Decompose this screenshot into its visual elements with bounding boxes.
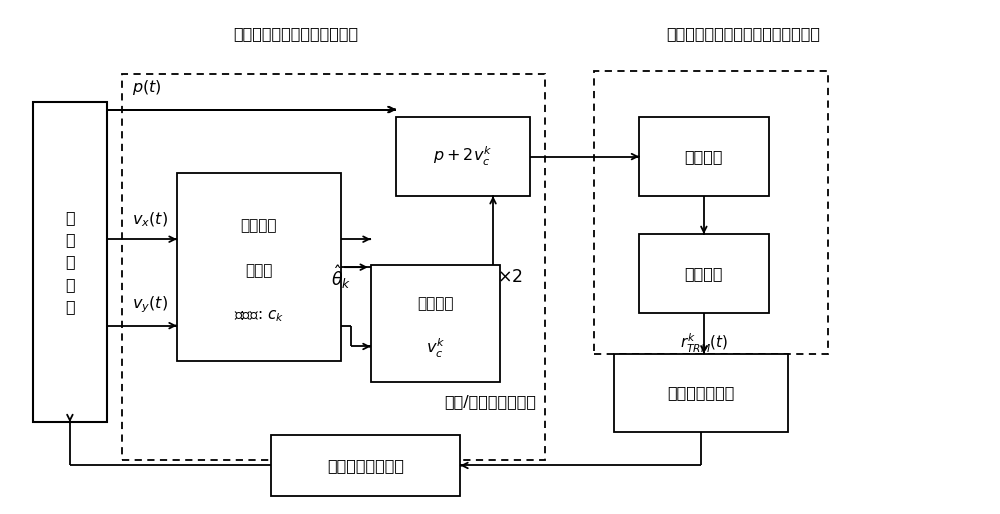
Text: 振速组合: 振速组合 xyxy=(417,296,454,311)
Bar xyxy=(371,265,500,381)
Text: 信道估计: 信道估计 xyxy=(685,149,723,164)
Text: $v_y(t)$: $v_y(t)$ xyxy=(132,295,168,316)
Text: 去除/抑制强干扰用户: 去除/抑制强干扰用户 xyxy=(444,394,536,410)
Text: $p+2v_c^k$: $p+2v_c^k$ xyxy=(433,145,492,168)
Bar xyxy=(594,71,828,354)
Text: $p(t)$: $p(t)$ xyxy=(132,78,162,97)
Text: $v_c^k$: $v_c^k$ xyxy=(426,337,445,360)
Text: $\hat{\theta}_k$: $\hat{\theta}_k$ xyxy=(331,264,351,291)
Text: 有源平均: 有源平均 xyxy=(241,218,277,233)
Text: 声强器: 声强器 xyxy=(245,264,273,279)
Text: 实现定向通信，降低多址干扰: 实现定向通信，降低多址干扰 xyxy=(234,26,359,41)
Text: 时反卷积: 时反卷积 xyxy=(685,266,723,281)
Text: 参考码: $c_k$: 参考码: $c_k$ xyxy=(234,308,284,324)
Text: $\times 2$: $\times 2$ xyxy=(497,268,523,286)
Text: 扩频系统接收机: 扩频系统接收机 xyxy=(668,386,735,400)
Bar xyxy=(639,234,768,313)
Text: 置零干扰抵消技术: 置零干扰抵消技术 xyxy=(327,458,404,473)
Bar xyxy=(396,117,530,196)
Bar xyxy=(122,74,545,461)
Text: $v_x(t)$: $v_x(t)$ xyxy=(132,211,168,229)
Bar xyxy=(614,354,788,432)
Bar xyxy=(271,435,460,496)
Text: $r_{TRM}^k(t)$: $r_{TRM}^k(t)$ xyxy=(680,332,728,355)
Bar xyxy=(177,173,341,361)
Bar xyxy=(639,117,768,196)
Text: 矢
量
传
感
器: 矢 量 传 感 器 xyxy=(65,210,75,314)
Text: 利用水声信道弱相关，降低多址干扰: 利用水声信道弱相关，降低多址干扰 xyxy=(667,26,821,41)
Bar xyxy=(33,102,107,422)
